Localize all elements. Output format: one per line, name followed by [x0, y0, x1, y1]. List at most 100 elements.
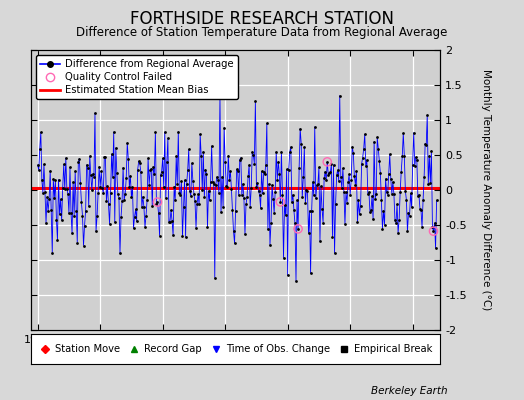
Point: [261, 161, 270, 168]
Point: [251, 98, 259, 104]
Point: [391, 217, 399, 223]
Point: [345, 171, 353, 178]
Point: [253, 180, 261, 186]
Point: [343, 199, 351, 206]
Point: [101, 154, 110, 160]
Point: [357, 161, 366, 167]
Point: [276, 199, 285, 205]
Point: [235, 192, 243, 198]
Point: [407, 190, 415, 197]
Point: [311, 124, 319, 130]
Point: [156, 172, 165, 178]
Point: [39, 189, 47, 196]
Point: [220, 124, 228, 131]
Point: [263, 120, 271, 126]
Point: [110, 129, 118, 135]
Point: [136, 160, 144, 166]
Point: [206, 179, 215, 186]
Point: [154, 199, 162, 205]
Point: [405, 210, 413, 216]
Point: [315, 164, 323, 170]
Point: [141, 224, 149, 230]
Point: [389, 179, 397, 185]
Point: [105, 221, 114, 227]
Point: [80, 222, 89, 229]
Point: [272, 148, 280, 155]
Point: [227, 186, 236, 192]
Point: [219, 203, 227, 210]
Point: [169, 232, 177, 238]
Point: [36, 146, 44, 152]
Point: [82, 162, 91, 168]
Point: [281, 212, 290, 219]
Point: [356, 202, 365, 209]
Point: [125, 184, 134, 190]
Point: [241, 231, 249, 238]
Point: [37, 129, 45, 136]
Point: [325, 170, 334, 176]
Point: [205, 197, 214, 203]
Point: [190, 191, 198, 197]
Point: [86, 172, 95, 178]
Point: [108, 174, 117, 180]
Point: [332, 172, 341, 178]
Point: [83, 165, 92, 172]
Point: [394, 230, 402, 236]
Point: [266, 242, 274, 248]
Point: [63, 186, 71, 192]
Point: [243, 194, 251, 200]
Point: [116, 250, 124, 256]
Point: [78, 212, 86, 219]
Point: [335, 92, 344, 99]
Point: [174, 128, 182, 135]
Point: [314, 181, 322, 188]
Point: [269, 196, 277, 202]
Point: [267, 220, 275, 226]
Text: Berkeley Earth: Berkeley Earth: [372, 386, 448, 396]
Point: [282, 166, 291, 172]
Point: [358, 154, 367, 161]
Point: [133, 218, 141, 224]
Point: [413, 193, 422, 200]
Point: [187, 193, 195, 199]
Point: [420, 174, 428, 180]
Point: [96, 184, 104, 190]
Point: [362, 163, 370, 169]
Point: [66, 164, 74, 170]
Point: [50, 195, 59, 201]
Point: [372, 191, 380, 197]
Point: [233, 166, 241, 172]
Point: [113, 170, 121, 176]
Point: [234, 168, 242, 174]
Point: [402, 197, 411, 203]
Point: [89, 170, 97, 177]
Point: [330, 250, 339, 256]
Point: [326, 169, 334, 176]
Point: [139, 194, 147, 200]
Point: [111, 219, 119, 225]
Point: [239, 181, 247, 187]
Point: [188, 160, 196, 167]
Point: [381, 176, 390, 182]
Point: [264, 226, 272, 232]
Point: [137, 168, 145, 175]
Point: [191, 198, 199, 204]
Point: [123, 140, 132, 146]
Point: [294, 226, 302, 232]
Point: [349, 150, 357, 156]
Point: [115, 194, 123, 201]
Point: [104, 201, 113, 208]
Point: [79, 242, 88, 249]
Point: [250, 160, 258, 167]
Point: [299, 174, 308, 180]
Point: [160, 129, 169, 135]
Point: [138, 204, 146, 210]
Point: [88, 187, 96, 194]
Point: [189, 178, 197, 184]
Point: [291, 220, 299, 227]
Point: [98, 185, 106, 191]
Point: [197, 153, 205, 160]
Point: [293, 197, 301, 204]
Point: [117, 214, 125, 220]
Point: [431, 245, 440, 252]
